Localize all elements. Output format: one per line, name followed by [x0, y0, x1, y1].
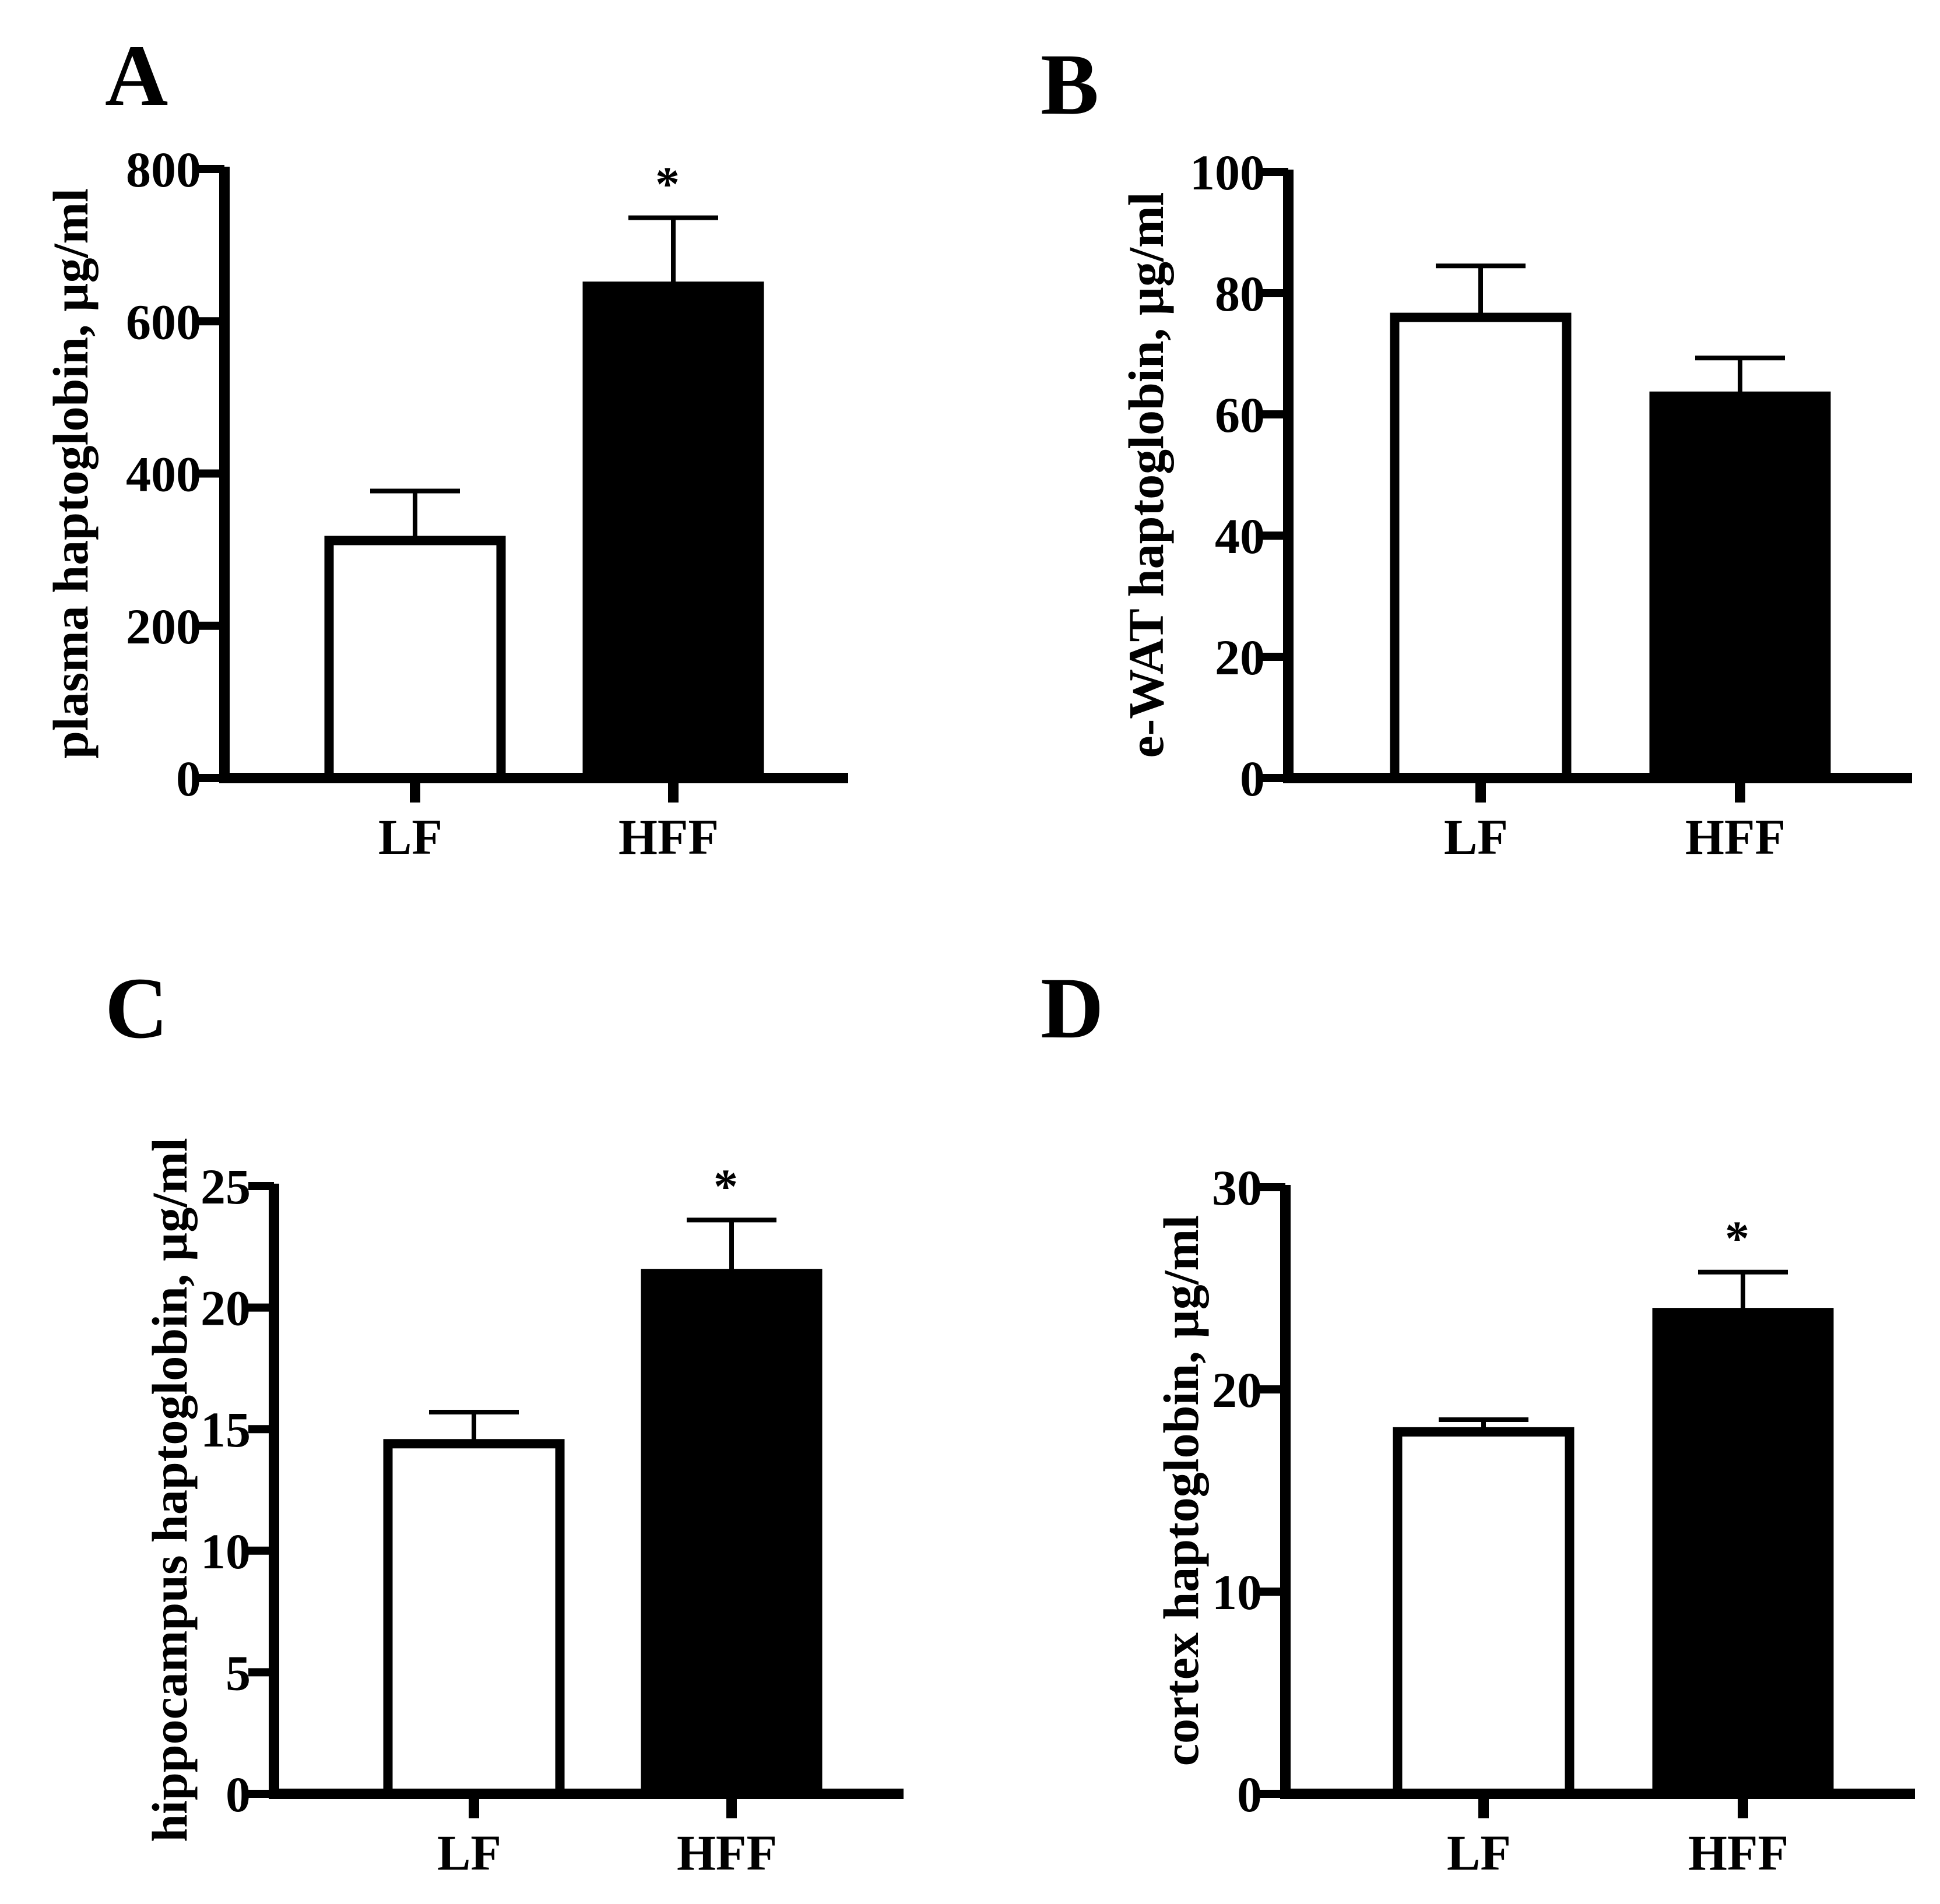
y-tick-label: 10	[1212, 1564, 1262, 1620]
panel-letter: C	[105, 960, 168, 1057]
panel-b: Be-WAT haptoglobin, µg/ml LF HFF 0 20 40 60 80 1…	[1041, 36, 1912, 865]
y-tick-label: 200	[126, 599, 201, 654]
y-tick-label: 0	[226, 1766, 251, 1822]
y-tick-label: 25	[201, 1159, 251, 1215]
panel-letter: D	[1041, 960, 1103, 1057]
bar-lf	[1390, 312, 1572, 783]
y-tick-label: 20	[1212, 1362, 1262, 1418]
bar-hff	[1649, 391, 1831, 783]
y-axis-label: hippocampus haptoglobin, µg/ml	[142, 1138, 198, 1842]
y-tick-label: 20	[1215, 629, 1265, 685]
bar-hff	[1652, 1308, 1834, 1799]
y-tick-label: 20	[201, 1280, 251, 1336]
category-label: LF	[437, 1825, 501, 1881]
y-axis-label: e-WAT haptoglobin, µg/ml	[1118, 192, 1174, 758]
y-tick-label: 5	[226, 1645, 251, 1701]
category-label: LF	[1447, 1825, 1511, 1881]
y-tick-label: 30	[1212, 1160, 1262, 1216]
bar-hff	[641, 1269, 823, 1799]
panel-letter: A	[105, 27, 168, 124]
category-label: LF	[1444, 809, 1508, 865]
category-label: HFF	[618, 809, 719, 865]
y-tick-label: 10	[201, 1523, 251, 1579]
category-label: HFF	[1688, 1825, 1788, 1881]
panel-letter: B	[1041, 36, 1099, 133]
y-tick-label: 40	[1215, 508, 1265, 564]
bar-lf	[383, 1439, 565, 1799]
y-tick-label: 80	[1215, 266, 1265, 322]
y-tick-label: 400	[126, 446, 201, 502]
y-tick-label: 600	[126, 294, 201, 350]
category-label: HFF	[1685, 809, 1786, 865]
y-tick-label: 800	[126, 142, 201, 198]
y-axis-label: plasma haptoglobin, µg/ml	[43, 188, 99, 759]
significance-marker: *	[655, 157, 680, 212]
y-tick-label: 100	[1190, 145, 1265, 200]
category-label: HFF	[677, 1825, 777, 1881]
y-axis-label: cortex haptoglobin, µg/ml	[1153, 1215, 1209, 1766]
y-tick-label: 0	[1240, 751, 1265, 807]
bar-hff	[582, 281, 764, 783]
significance-marker: *	[1725, 1212, 1749, 1266]
y-tick-label: 0	[1237, 1766, 1262, 1822]
bar-lf	[1393, 1427, 1575, 1799]
y-tick-label: 0	[176, 751, 201, 807]
significance-marker: *	[714, 1159, 738, 1213]
bar-lf	[324, 536, 506, 783]
category-label: LF	[378, 809, 442, 865]
y-tick-label: 15	[201, 1402, 251, 1458]
y-tick-label: 60	[1215, 387, 1265, 443]
